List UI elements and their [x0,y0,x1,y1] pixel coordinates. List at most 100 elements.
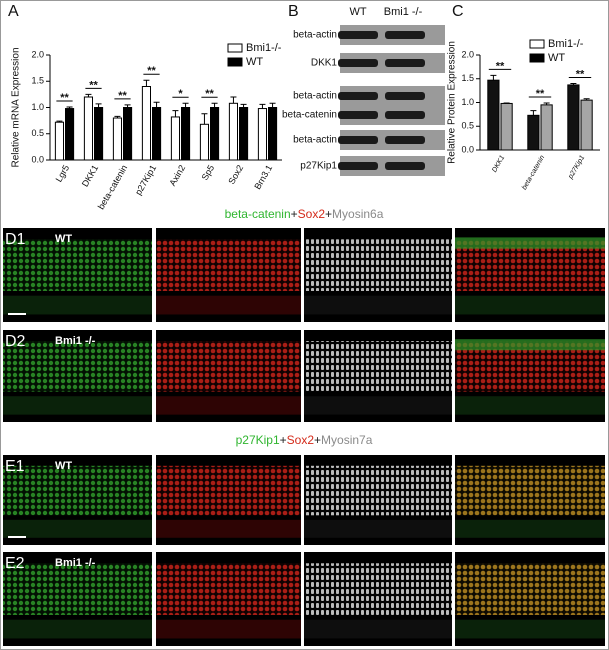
panel-label: E1 [5,458,25,475]
micrograph-lower [156,295,301,315]
significance-label: ** [147,65,156,77]
error-bar [269,102,276,108]
x-tick-label: DKK1 [80,163,100,188]
blot-band [385,136,425,144]
micrograph-lower [304,295,452,315]
bar [268,107,278,161]
error-bar [530,110,537,116]
micrograph-green [455,237,605,249]
micrograph-lower [455,619,605,639]
micrograph-green [455,339,605,351]
bar [65,108,75,161]
error-bar [114,115,121,118]
micrograph-lower [156,396,301,415]
micrograph-cells [156,465,301,516]
legend-label: Bmi1-/- [246,42,282,54]
blot-band [385,111,425,119]
blot-band [385,31,425,39]
panel-label: D1 [5,231,26,248]
error-bar [583,98,590,101]
y-tick-label: 2.0 [31,49,44,59]
y-tick-label: 0.5 [31,128,44,138]
panel-label: C [452,3,464,20]
micrograph-lower [304,396,452,415]
micrograph-cells [3,341,152,392]
genotype-label: WT [55,460,72,472]
significance-label: ** [118,90,127,102]
legend-label: Bmi1-/- [548,38,584,50]
blot-row-label: beta-actin [293,30,337,41]
bar [527,114,540,151]
blot-band [385,92,425,100]
bar [239,107,249,161]
x-tick-label: p27Kip1 [567,154,586,181]
micrograph-lower [455,519,605,538]
micrograph-title: p27Kip1+Sox2+Myosin7a [236,433,373,447]
title-part: beta-catenin [225,207,291,221]
blot-row-label: beta-catenin [282,110,337,121]
micrograph-cells [3,239,152,291]
bar [112,117,122,161]
micrograph-lower [156,519,301,538]
micrograph-lower [3,519,152,538]
bar [540,104,553,151]
bar [257,108,268,161]
bar [54,121,65,161]
title-part: Myosin7a [321,433,373,447]
blot-row-label: beta-actin [293,91,337,102]
micrograph-lower [304,619,452,639]
y-tick-label: 1.5 [31,76,44,86]
error-bar [490,74,497,81]
x-tick-label: DKK1 [491,154,506,173]
bar [487,79,500,151]
error-bar [56,120,63,123]
blot-band [385,162,425,170]
x-tick-label: Sox2 [226,163,245,186]
blot-row-label: DKK1 [311,58,338,69]
bar [170,116,181,161]
error-bar [85,93,92,97]
y-axis-label: Relative Protein Expression [447,41,458,164]
error-bar [211,102,218,108]
error-bar [153,101,160,108]
blot-band [338,31,378,39]
significance-label: ** [576,68,585,80]
error-bar [172,110,179,117]
title-part: + [314,433,321,447]
bar [123,107,133,161]
x-tick-label: beta-catenin [521,154,546,191]
legend-label: WT [246,56,263,68]
genotype-label: Bmi1 -/- [55,335,96,347]
title-part: + [280,433,287,447]
error-bar [143,79,150,87]
blot-band [338,162,378,170]
significance-label: * [178,88,183,100]
micrograph-cells [455,563,605,615]
blot-column: Bmi1 -/- [384,6,423,18]
y-tick-label: 2.0 [461,49,474,59]
error-bar [124,104,131,108]
legend-swatch [227,57,243,67]
bar [500,102,513,151]
bar [210,107,220,161]
blot-row-label: p27Kip1 [300,161,337,172]
panel-label: B [288,3,299,20]
genotype-label: Bmi1 -/- [55,557,96,569]
micrograph-lower [3,295,152,315]
significance-label: ** [536,88,545,100]
micrograph-cells [304,239,452,291]
error-bar [66,106,73,109]
micrograph-lower [3,396,152,415]
micrograph-lower [3,619,152,639]
blot-band [338,136,378,144]
title-part: + [291,207,298,221]
blot-band [385,59,425,67]
micrograph-lower [304,519,452,538]
error-bar [182,102,189,108]
micrograph-lower [156,619,301,639]
micrograph-lower [455,396,605,415]
micrograph-lower [455,295,605,315]
bar [580,99,593,151]
y-tick-label: 0.0 [31,154,44,164]
